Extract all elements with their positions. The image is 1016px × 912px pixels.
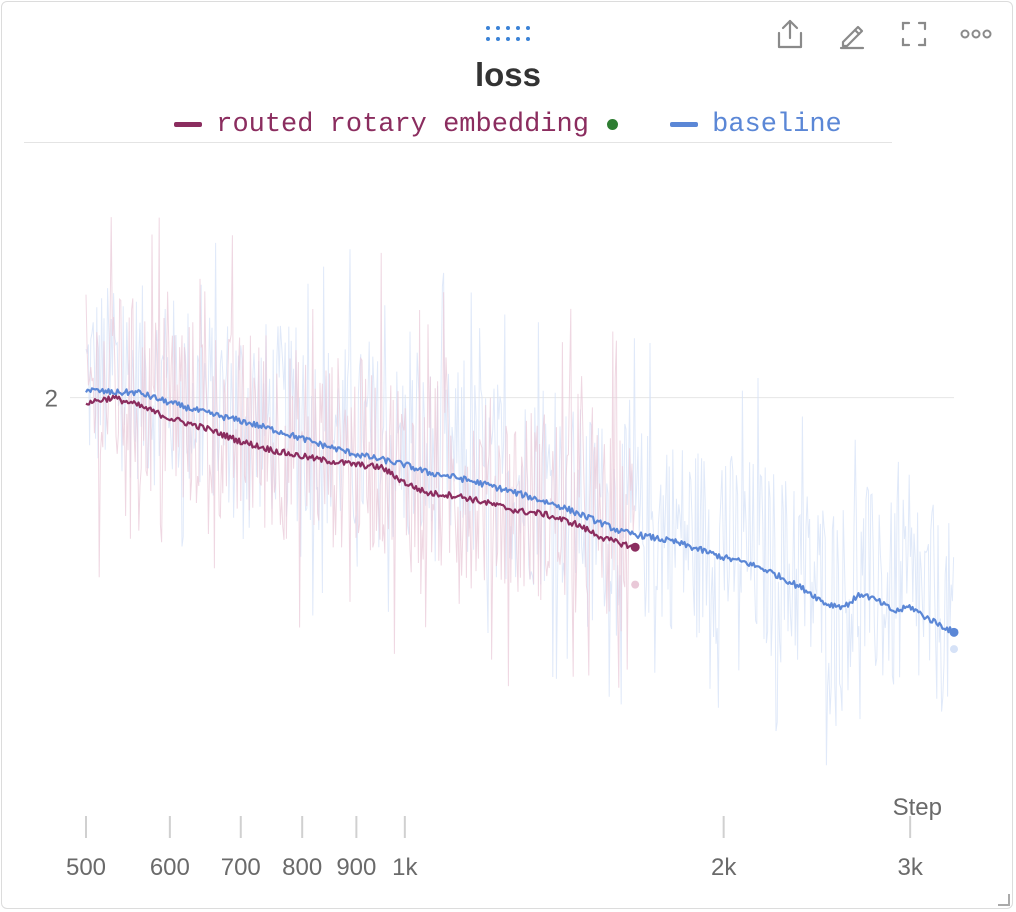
x-axis-label: Step — [893, 794, 942, 821]
legend-item-baseline[interactable]: baseline — [670, 110, 842, 140]
series-end-point-baseline — [949, 627, 959, 637]
share-icon[interactable] — [770, 16, 810, 52]
x-tick-label: 800 — [282, 854, 322, 881]
x-tick-label: 500 — [66, 854, 106, 881]
x-tick-label: 3k — [897, 854, 923, 881]
more-icon[interactable] — [956, 16, 996, 52]
x-tick-label: 600 — [150, 854, 190, 881]
raw-noise-layer — [85, 217, 955, 766]
series-line-routed — [85, 394, 637, 549]
chart-legend: routed rotary embedding baseline — [0, 106, 1016, 140]
fullscreen-icon[interactable] — [894, 16, 934, 52]
raw-end-point-routed — [631, 580, 640, 589]
panel-toolbar — [770, 16, 996, 52]
raw-series-routed — [85, 217, 635, 688]
x-axis-ticks: 500 600 700 800 900 1k 2k 3k — [66, 816, 924, 881]
raw-end-point-baseline — [950, 645, 958, 654]
drag-handle-icon[interactable] — [486, 26, 534, 44]
legend-label-baseline: baseline — [712, 109, 842, 140]
x-tick-label: 1k — [392, 854, 418, 881]
x-tick-label: 700 — [221, 854, 261, 881]
x-tick-label: 2k — [711, 854, 737, 881]
legend-swatch-baseline — [670, 122, 699, 127]
resize-handle-icon[interactable] — [998, 894, 1010, 906]
run-status-dot — [606, 119, 618, 130]
legend-swatch-routed — [174, 122, 203, 127]
y-tick-label: 2 — [45, 386, 58, 413]
series-line-baseline — [85, 387, 956, 634]
chart-title: loss — [474, 56, 542, 93]
y-axis-ticks: 2 — [45, 386, 58, 413]
x-tick-label: 900 — [336, 854, 376, 881]
legend-divider — [24, 142, 892, 143]
series-end-point-routed — [630, 542, 640, 552]
legend-item-routed[interactable]: routed rotary embedding — [174, 110, 654, 140]
edit-icon[interactable] — [832, 16, 872, 52]
legend-label-routed: routed rotary embedding — [216, 109, 589, 140]
series-lines — [85, 387, 959, 654]
